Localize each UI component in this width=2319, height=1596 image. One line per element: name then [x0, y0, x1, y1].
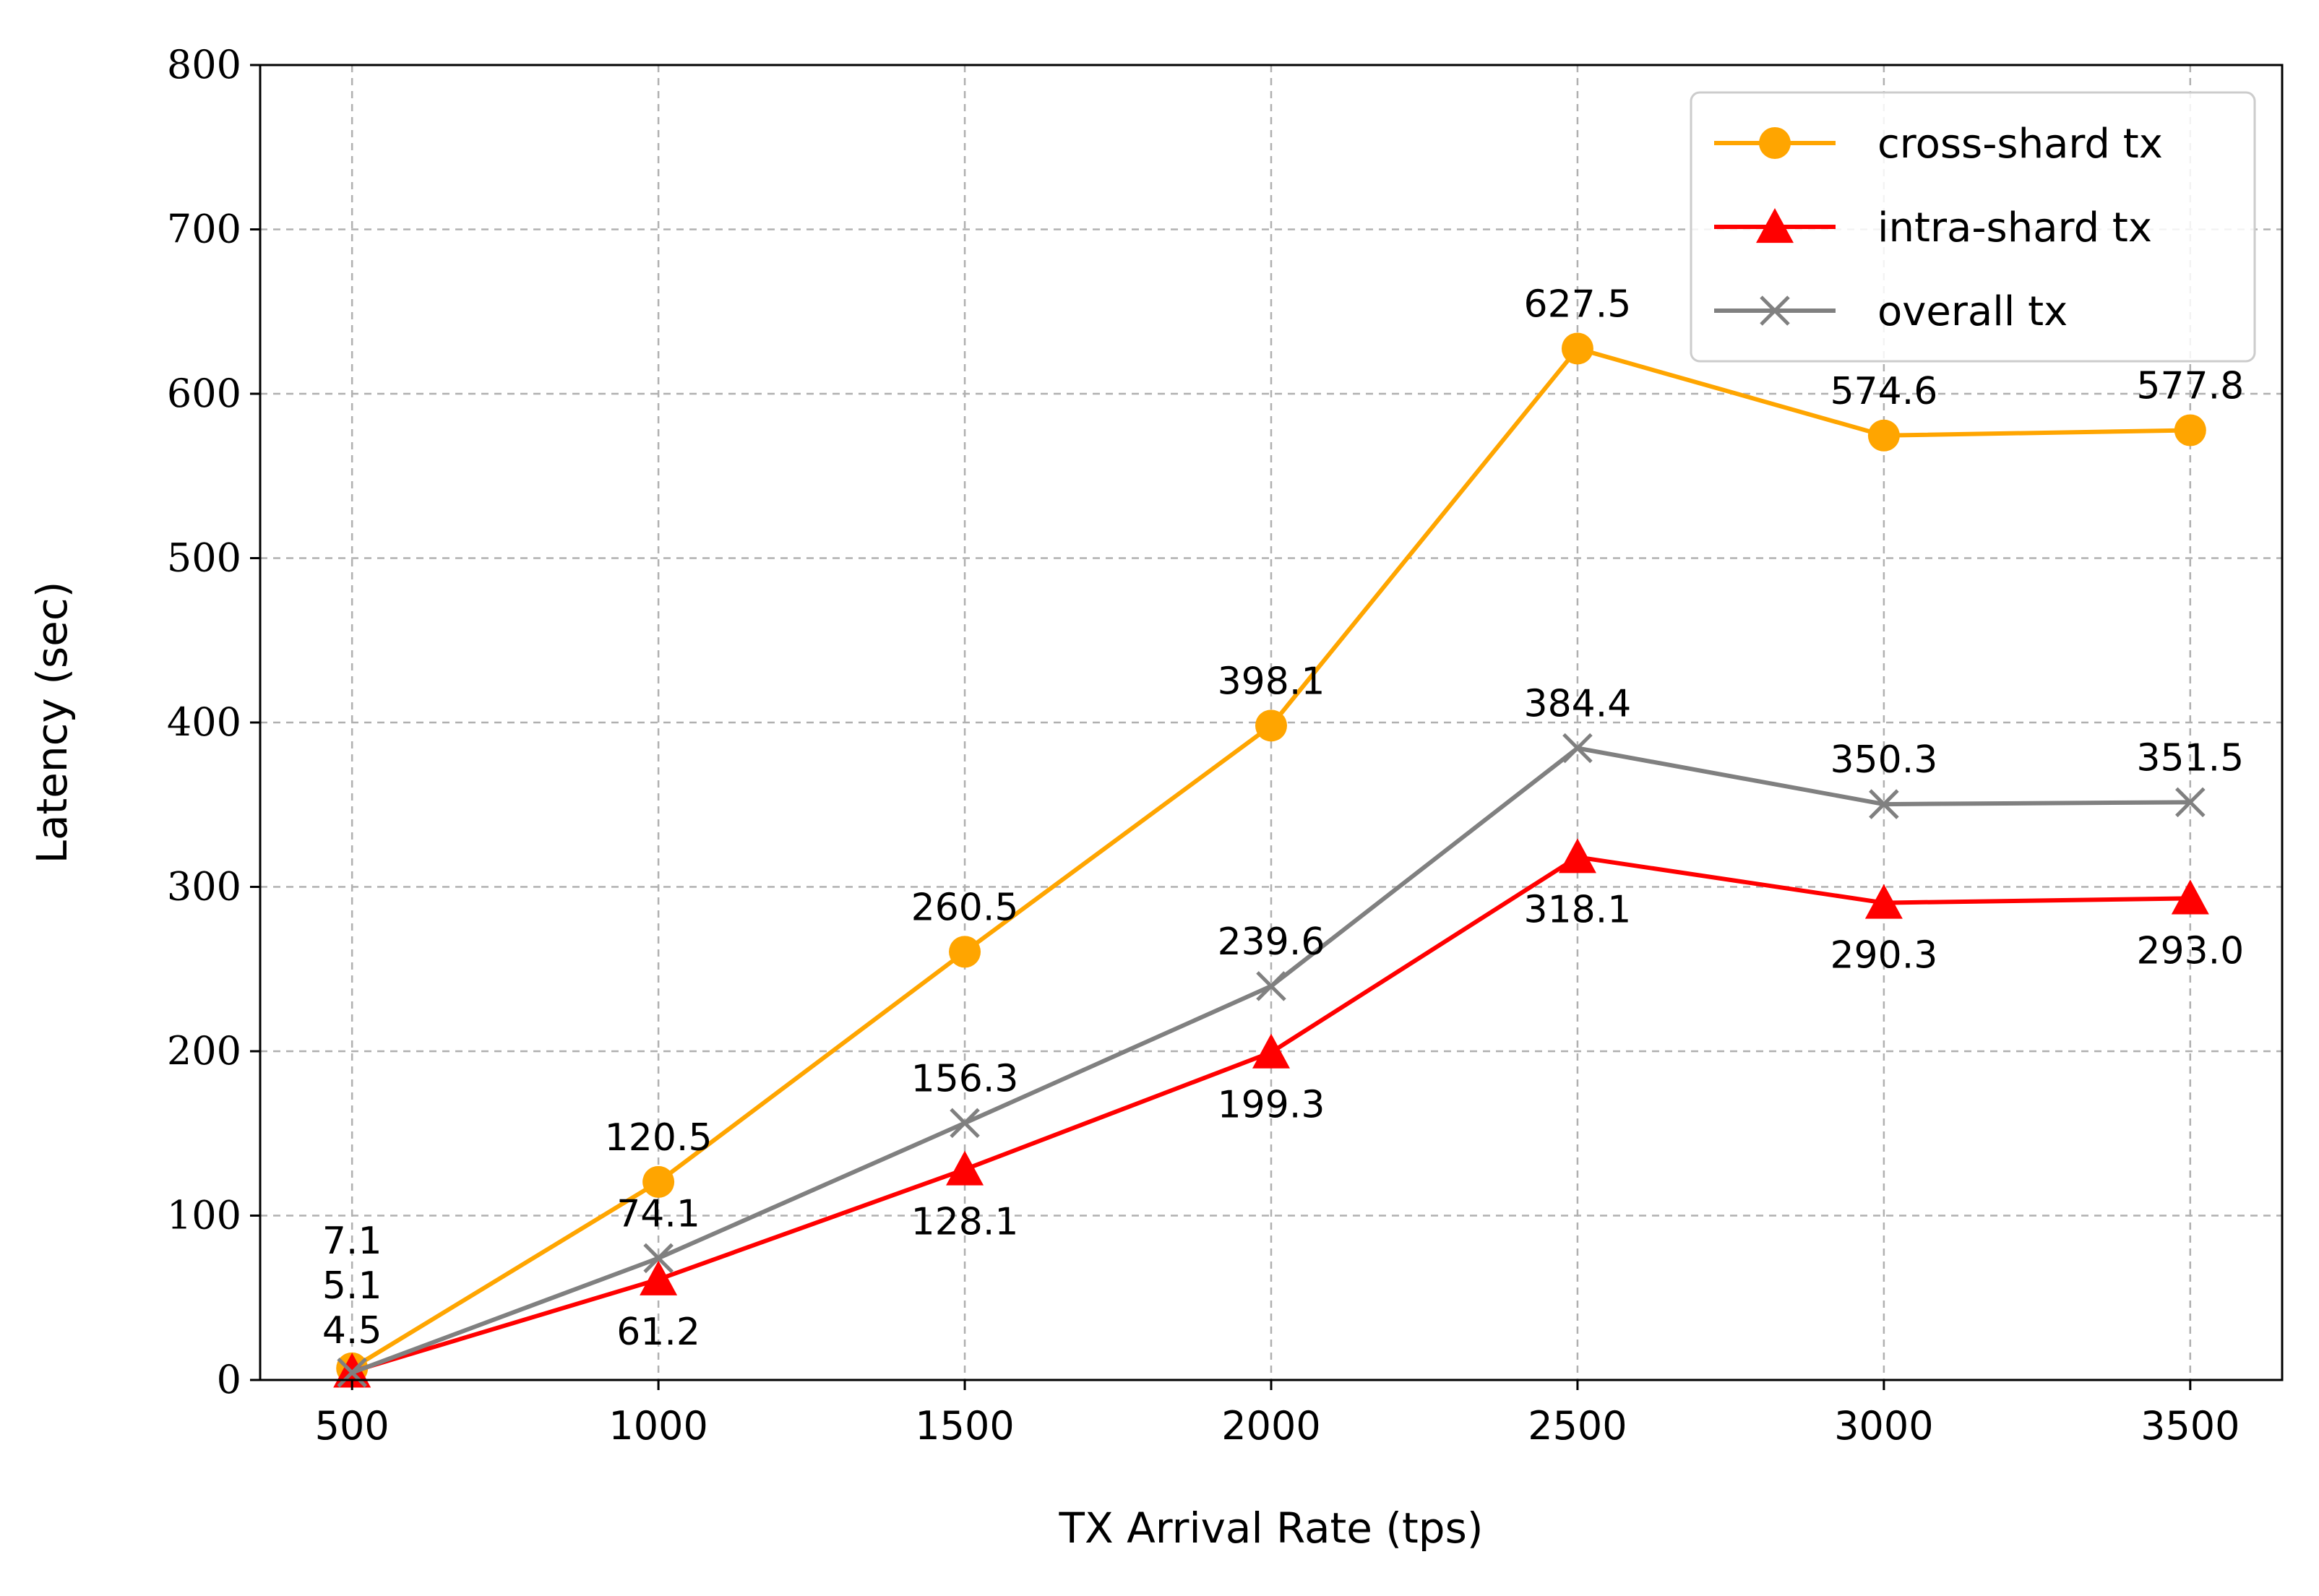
data-label: 574.6 — [1830, 370, 1937, 413]
data-labels-layer: 7.1 120.5 260.5 398.1 627.5 574.6 577.8 5.1 61.2… — [322, 282, 2244, 1353]
data-label: 384.4 — [1524, 682, 1632, 725]
series-overall-tx — [337, 733, 2206, 1388]
data-point — [643, 1243, 674, 1274]
data-point — [1869, 789, 1899, 819]
y-tick-label: 400 — [167, 699, 241, 745]
legend-box — [1690, 91, 2256, 363]
data-label: 627.5 — [1524, 282, 1632, 326]
x-tick-label: 500 — [315, 1403, 390, 1449]
x-tick-label: 3000 — [1834, 1403, 1933, 1449]
data-point — [2175, 787, 2206, 818]
data-label: 4.5 — [322, 1309, 382, 1353]
data-point — [2174, 414, 2206, 447]
data-label: 199.3 — [1218, 1084, 1325, 1127]
axes: 500 1000 1500 2000 2500 3000 3500 0 100 200 300 400… — [167, 42, 2240, 1449]
legend-label: intra-shard tx — [1877, 204, 2152, 251]
data-label: 290.3 — [1830, 934, 1937, 978]
x-tick-label: 1000 — [608, 1403, 707, 1449]
data-label: 318.1 — [1524, 888, 1632, 931]
data-point — [1558, 838, 1596, 874]
legend-marker — [1760, 296, 1790, 326]
data-label: 156.3 — [911, 1057, 1019, 1100]
y-tick-label: 800 — [167, 42, 241, 87]
data-label: 61.2 — [616, 1311, 700, 1354]
x-tick-label: 3500 — [2141, 1403, 2240, 1449]
legend-item: cross-shard tx — [1714, 121, 2163, 168]
data-label: 7.1 — [322, 1220, 382, 1263]
legend: cross-shard tx intra-shard tx overall tx — [1690, 91, 2256, 363]
data-label: 398.1 — [1218, 660, 1325, 703]
data-label: 293.0 — [2136, 929, 2244, 972]
y-tick-label: 500 — [167, 535, 241, 581]
data-point — [1252, 1033, 1290, 1069]
y-tick-label: 200 — [167, 1028, 241, 1074]
data-point — [1255, 709, 1287, 742]
y-tick-label: 0 — [217, 1357, 241, 1402]
legend-label: cross-shard tx — [1877, 121, 2163, 168]
data-point — [1256, 971, 1286, 1001]
legend-item: overall tx — [1714, 288, 2068, 335]
data-point — [1562, 733, 1593, 764]
data-point — [1864, 884, 1903, 919]
data-point — [946, 1150, 984, 1186]
data-label: 74.1 — [616, 1192, 700, 1235]
data-label: 577.8 — [2136, 365, 2244, 408]
x-tick-label: 2500 — [1528, 1403, 1627, 1449]
data-point — [640, 1260, 678, 1295]
legend-marker — [1756, 208, 1794, 243]
data-label: 351.5 — [2136, 736, 2244, 780]
data-label: 260.5 — [911, 886, 1019, 929]
y-tick-label: 700 — [167, 207, 241, 252]
y-tick-label: 100 — [167, 1193, 241, 1238]
y-tick-label: 600 — [167, 371, 241, 416]
x-tick-label: 2000 — [1221, 1403, 1320, 1449]
legend-label: overall tx — [1877, 288, 2068, 335]
data-point — [642, 1165, 675, 1198]
legend-marker — [1759, 127, 1791, 159]
data-label: 128.1 — [911, 1201, 1019, 1244]
data-point — [1867, 419, 1900, 452]
data-point — [1561, 332, 1593, 365]
data-point — [950, 1108, 980, 1139]
series-layer — [333, 332, 2209, 1388]
y-tick-label: 300 — [167, 864, 241, 910]
series-intra-shard-tx — [333, 838, 2209, 1388]
data-label: 5.1 — [322, 1264, 382, 1308]
legend-item: intra-shard tx — [1714, 204, 2152, 251]
y-axis-title: Latency (sec) — [27, 582, 77, 864]
data-label: 239.6 — [1218, 920, 1325, 964]
data-point — [2171, 879, 2209, 915]
x-axis-title: TX Arrival Rate (tps) — [1059, 1504, 1484, 1553]
data-label: 120.5 — [605, 1116, 713, 1160]
data-point — [949, 936, 981, 968]
x-tick-label: 1500 — [915, 1403, 1014, 1449]
data-label: 350.3 — [1830, 738, 1937, 782]
data-point — [337, 1357, 367, 1388]
